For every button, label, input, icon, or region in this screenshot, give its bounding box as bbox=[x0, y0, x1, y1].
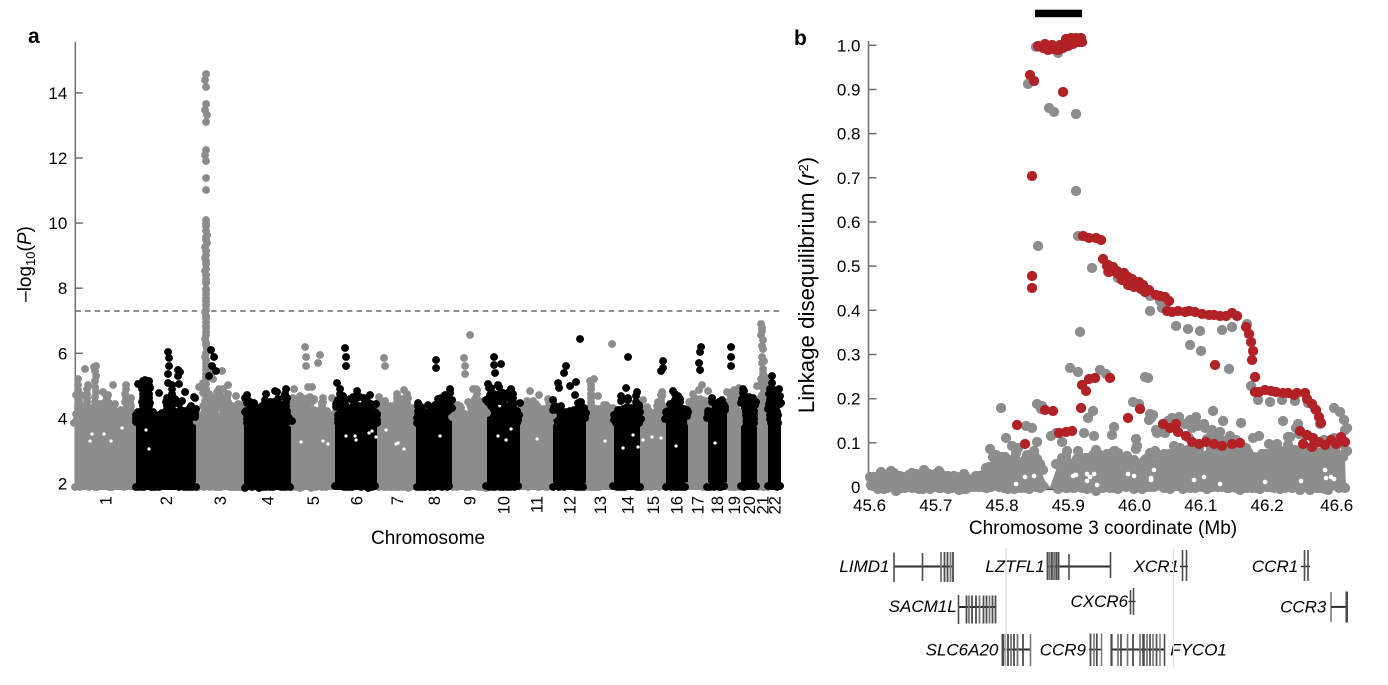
svg-text:46.6: 46.6 bbox=[1320, 496, 1353, 515]
svg-text:CCR1: CCR1 bbox=[1252, 557, 1298, 576]
svg-text:6: 6 bbox=[58, 344, 67, 363]
svg-text:10: 10 bbox=[495, 496, 513, 514]
svg-text:14: 14 bbox=[619, 496, 637, 514]
svg-text:XCR1: XCR1 bbox=[1133, 557, 1179, 576]
svg-text:45.9: 45.9 bbox=[1052, 496, 1085, 515]
svg-text:Chromosome 3 coordinate (Mb): Chromosome 3 coordinate (Mb) bbox=[969, 518, 1237, 539]
svg-text:46.0: 46.0 bbox=[1118, 496, 1151, 515]
svg-text:SLC6A20: SLC6A20 bbox=[926, 641, 999, 660]
svg-text:21: 21 bbox=[755, 496, 773, 514]
svg-text:8: 8 bbox=[58, 279, 67, 298]
svg-text:45.6: 45.6 bbox=[853, 496, 886, 515]
svg-text:17: 17 bbox=[690, 496, 708, 514]
svg-text:46.1: 46.1 bbox=[1184, 496, 1217, 515]
svg-text:12: 12 bbox=[48, 149, 67, 168]
svg-text:7: 7 bbox=[389, 496, 407, 505]
svg-text:4: 4 bbox=[58, 409, 67, 428]
svg-text:b: b bbox=[794, 27, 807, 50]
svg-text:15: 15 bbox=[645, 496, 663, 514]
svg-text:Linkage disequilibrium (r2): Linkage disequilibrium (r2) bbox=[794, 157, 819, 413]
svg-text:5: 5 bbox=[305, 496, 323, 505]
svg-text:11: 11 bbox=[529, 496, 547, 513]
svg-text:0: 0 bbox=[851, 478, 860, 497]
svg-text:0.4: 0.4 bbox=[837, 301, 861, 320]
svg-text:0.5: 0.5 bbox=[837, 257, 861, 276]
svg-text:CCR9: CCR9 bbox=[1040, 641, 1087, 660]
svg-text:9: 9 bbox=[462, 496, 480, 505]
svg-text:2: 2 bbox=[58, 475, 67, 494]
svg-text:1.0: 1.0 bbox=[837, 36, 861, 55]
svg-text:45.7: 45.7 bbox=[919, 496, 952, 515]
svg-text:FYCO1: FYCO1 bbox=[1170, 641, 1227, 660]
svg-text:46.2: 46.2 bbox=[1251, 496, 1284, 515]
svg-text:0.1: 0.1 bbox=[837, 434, 861, 453]
svg-text:16: 16 bbox=[669, 496, 687, 514]
svg-text:0.6: 0.6 bbox=[837, 213, 861, 232]
svg-text:19: 19 bbox=[726, 496, 744, 514]
svg-text:4: 4 bbox=[260, 496, 278, 505]
svg-text:Chromosome: Chromosome bbox=[371, 528, 485, 549]
svg-text:2: 2 bbox=[158, 496, 176, 505]
svg-text:CXCR6: CXCR6 bbox=[1070, 592, 1128, 611]
svg-text:CCR3: CCR3 bbox=[1280, 597, 1327, 616]
svg-text:SACM1L: SACM1L bbox=[889, 597, 957, 616]
svg-text:LZTFL1: LZTFL1 bbox=[985, 557, 1045, 576]
svg-text:22: 22 bbox=[767, 496, 785, 514]
svg-text:12: 12 bbox=[562, 496, 580, 514]
svg-text:6: 6 bbox=[348, 496, 366, 505]
svg-text:45.8: 45.8 bbox=[986, 496, 1019, 515]
svg-text:13: 13 bbox=[592, 496, 610, 514]
svg-text:3: 3 bbox=[212, 496, 230, 505]
svg-text:0.2: 0.2 bbox=[837, 390, 861, 409]
svg-text:LIMD1: LIMD1 bbox=[839, 557, 889, 576]
svg-text:14: 14 bbox=[48, 84, 67, 103]
svg-text:20: 20 bbox=[741, 496, 759, 514]
svg-text:10: 10 bbox=[48, 214, 67, 233]
svg-text:0.7: 0.7 bbox=[837, 169, 861, 188]
svg-text:18: 18 bbox=[709, 496, 727, 514]
svg-text:a: a bbox=[28, 25, 40, 48]
svg-text:–log10(P): –log10(P) bbox=[15, 226, 38, 302]
svg-text:1: 1 bbox=[98, 496, 116, 505]
svg-text:0.9: 0.9 bbox=[837, 81, 861, 100]
svg-text:8: 8 bbox=[426, 496, 444, 505]
svg-text:0.3: 0.3 bbox=[837, 346, 861, 365]
svg-text:0.8: 0.8 bbox=[837, 125, 861, 144]
